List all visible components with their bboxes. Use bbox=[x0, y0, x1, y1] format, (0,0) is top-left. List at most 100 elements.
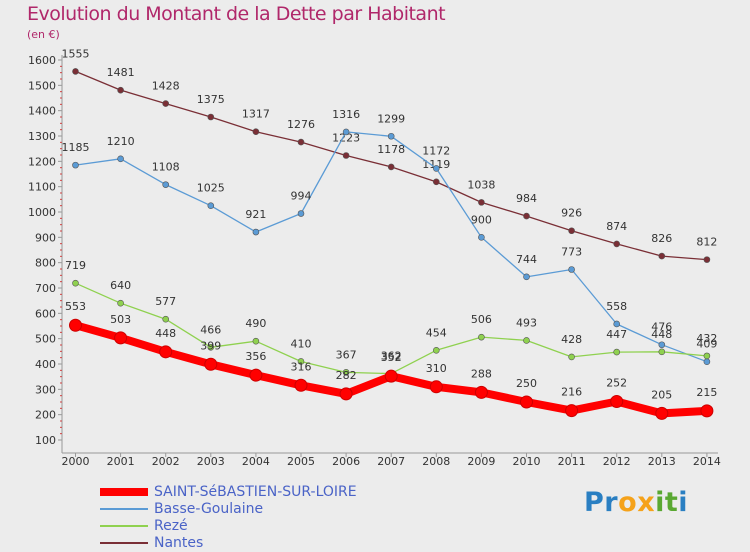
data-label-rez: 577 bbox=[155, 295, 176, 308]
legend-label: Basse-Goulaine bbox=[154, 501, 264, 517]
data-label-rez: 447 bbox=[606, 328, 627, 341]
data-label-nantes: 1223 bbox=[332, 132, 360, 145]
y-tick-label: 1100 bbox=[28, 181, 56, 194]
data-point-basse-goulaine bbox=[207, 202, 215, 209]
data-point-nantes bbox=[523, 212, 530, 220]
data-point-basse-goulaine bbox=[72, 161, 79, 169]
legend-label: Nantes bbox=[154, 535, 204, 551]
y-tick-label: 900 bbox=[35, 231, 56, 244]
y-tick-label: 1200 bbox=[28, 155, 56, 168]
data-point-saint-s-bastien-sur-loire bbox=[384, 369, 398, 383]
data-point-nantes bbox=[162, 100, 169, 107]
data-label-saint-s-bastien-sur-loire: 215 bbox=[696, 386, 717, 399]
data-label-nantes: 812 bbox=[696, 236, 717, 249]
y-tick-label: 800 bbox=[35, 257, 56, 270]
data-label-basse-goulaine: 1299 bbox=[377, 112, 405, 125]
x-tick-label: 2009 bbox=[467, 455, 495, 468]
data-point-nantes bbox=[297, 138, 305, 146]
x-tick-label: 2006 bbox=[332, 455, 360, 468]
data-label-nantes: 1038 bbox=[467, 178, 495, 191]
x-tick-label: 2014 bbox=[693, 455, 721, 468]
logo-letter: i bbox=[678, 487, 689, 518]
data-point-saint-s-bastien-sur-loire bbox=[159, 345, 173, 359]
data-label-nantes: 984 bbox=[516, 192, 537, 205]
y-tick-label: 700 bbox=[35, 282, 56, 295]
data-point-basse-goulaine bbox=[478, 234, 485, 241]
data-label-rez: 362 bbox=[381, 350, 402, 363]
legend-label: SAINT-SéBASTIEN-SUR-LOIRE bbox=[154, 484, 357, 500]
logo-letter: o bbox=[618, 487, 638, 518]
data-label-rez: 410 bbox=[291, 337, 312, 350]
y-tick-label: 1300 bbox=[28, 130, 56, 143]
data-point-saint-s-bastien-sur-loire bbox=[249, 368, 263, 382]
x-tick-label: 2012 bbox=[603, 455, 631, 468]
data-label-saint-s-bastien-sur-loire: 310 bbox=[426, 362, 447, 375]
data-point-basse-goulaine bbox=[162, 181, 169, 188]
data-point-nantes bbox=[658, 252, 666, 260]
data-label-basse-goulaine: 558 bbox=[606, 300, 627, 313]
data-point-rez bbox=[342, 369, 350, 376]
legend-label: Rezé bbox=[154, 518, 188, 534]
y-tick-label: 500 bbox=[35, 333, 56, 346]
data-label-rez: 466 bbox=[200, 323, 221, 336]
data-point-nantes bbox=[252, 128, 260, 135]
data-point-basse-goulaine bbox=[252, 228, 260, 236]
data-point-nantes bbox=[478, 199, 485, 206]
data-point-nantes bbox=[342, 152, 350, 159]
data-point-basse-goulaine bbox=[568, 266, 575, 273]
data-label-basse-goulaine: 1108 bbox=[152, 161, 180, 174]
data-point-nantes bbox=[117, 86, 124, 94]
data-point-basse-goulaine bbox=[117, 155, 124, 163]
data-label-basse-goulaine: 1185 bbox=[62, 141, 90, 154]
plot-area bbox=[62, 55, 718, 460]
data-label-nantes: 1119 bbox=[422, 158, 450, 171]
legend-swatch bbox=[100, 488, 148, 496]
data-point-saint-s-bastien-sur-loire bbox=[700, 404, 714, 418]
data-point-rez bbox=[297, 358, 305, 365]
data-label-nantes: 1428 bbox=[152, 80, 180, 93]
data-label-saint-s-bastien-sur-loire: 356 bbox=[245, 350, 266, 363]
data-label-nantes: 1375 bbox=[197, 93, 225, 106]
data-label-saint-s-bastien-sur-loire: 250 bbox=[516, 377, 537, 390]
data-label-nantes: 926 bbox=[561, 207, 582, 220]
data-point-nantes bbox=[432, 178, 440, 186]
data-label-basse-goulaine: 744 bbox=[516, 253, 537, 266]
data-point-saint-s-bastien-sur-loire bbox=[565, 404, 579, 418]
data-point-saint-s-bastien-sur-loire bbox=[114, 331, 128, 345]
data-label-basse-goulaine: 773 bbox=[561, 246, 582, 259]
logo-letter: t bbox=[664, 487, 679, 518]
data-point-nantes bbox=[568, 227, 575, 235]
chart-title: Evolution du Montant de la Dette par Hab… bbox=[27, 3, 446, 25]
data-point-rez bbox=[658, 348, 666, 356]
data-point-basse-goulaine bbox=[703, 358, 711, 366]
data-label-saint-s-bastien-sur-loire: 503 bbox=[110, 313, 131, 326]
data-point-rez bbox=[523, 337, 530, 344]
data-point-basse-goulaine bbox=[613, 320, 621, 328]
data-label-saint-s-bastien-sur-loire: 553 bbox=[65, 300, 86, 313]
legend-swatch bbox=[100, 508, 148, 510]
data-point-nantes bbox=[613, 240, 621, 248]
data-point-nantes bbox=[72, 68, 79, 75]
data-label-saint-s-bastien-sur-loire: 216 bbox=[561, 386, 582, 399]
data-label-saint-s-bastien-sur-loire: 316 bbox=[291, 360, 312, 373]
data-point-rez bbox=[613, 348, 621, 356]
logo-letter: P bbox=[584, 487, 605, 518]
data-label-basse-goulaine: 476 bbox=[651, 321, 672, 334]
data-label-basse-goulaine: 900 bbox=[471, 213, 492, 226]
data-label-rez: 428 bbox=[561, 333, 582, 346]
x-tick-label: 2007 bbox=[377, 455, 405, 468]
data-label-basse-goulaine: 921 bbox=[245, 208, 266, 221]
data-point-saint-s-bastien-sur-loire bbox=[339, 387, 353, 401]
data-point-saint-s-bastien-sur-loire bbox=[204, 357, 218, 371]
data-point-saint-s-bastien-sur-loire bbox=[294, 378, 308, 392]
data-point-saint-s-bastien-sur-loire bbox=[520, 395, 533, 409]
data-label-rez: 640 bbox=[110, 279, 131, 292]
data-label-rez: 493 bbox=[516, 316, 537, 329]
x-tick-label: 2004 bbox=[242, 455, 270, 468]
data-point-basse-goulaine bbox=[523, 273, 530, 281]
y-tick-label: 400 bbox=[35, 358, 56, 371]
data-label-rez: 490 bbox=[245, 317, 266, 330]
x-tick-label: 2010 bbox=[513, 455, 541, 468]
x-tick-label: 2000 bbox=[62, 455, 90, 468]
